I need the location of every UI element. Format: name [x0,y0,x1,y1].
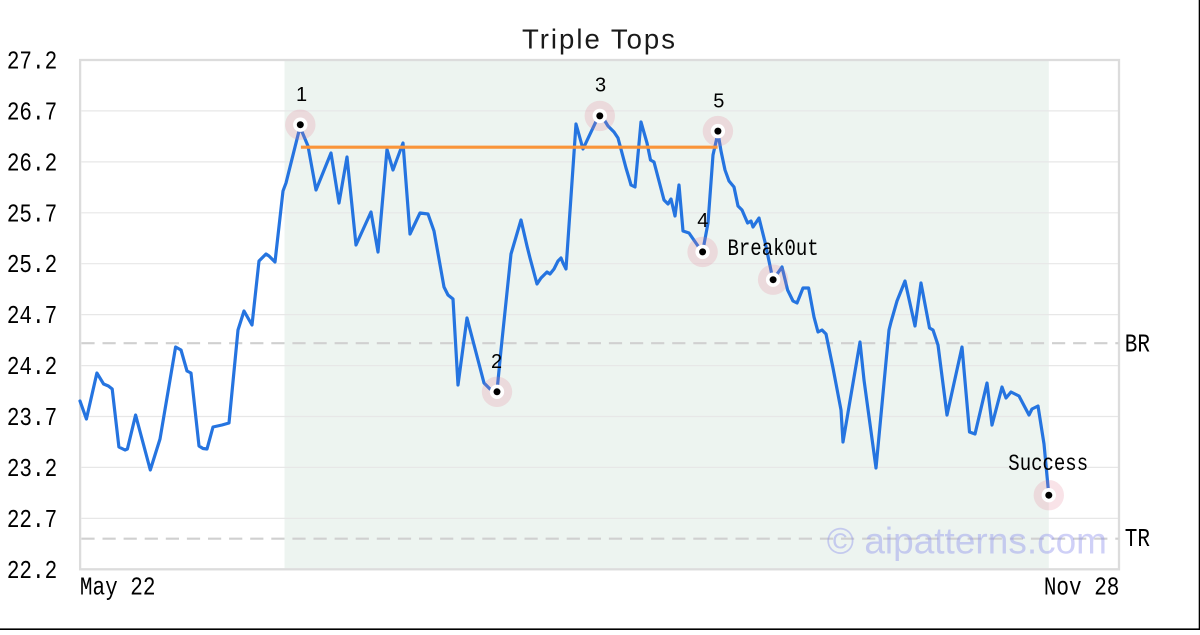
svg-text:22.2: 22.2 [7,558,57,586]
svg-text:4: 4 [697,210,708,232]
svg-text:25.2: 25.2 [7,253,57,281]
svg-text:23.7: 23.7 [7,405,57,433]
svg-text:3: 3 [595,75,606,97]
svg-text:26.2: 26.2 [7,151,57,179]
svg-text:Success: Success [1008,451,1088,477]
svg-text:BR: BR [1125,332,1150,360]
svg-text:2: 2 [491,351,502,373]
svg-text:Nov 28: Nov 28 [1044,575,1120,603]
svg-text:May 22: May 22 [80,575,156,603]
svg-text:Break0ut: Break0ut [728,236,819,262]
svg-text:25.7: 25.7 [7,202,57,230]
svg-text:23.2: 23.2 [7,456,57,484]
svg-text:1: 1 [296,84,307,106]
svg-text:26.7: 26.7 [7,100,57,128]
svg-text:Triple Tops: Triple Tops [522,23,677,54]
svg-text:TR: TR [1125,526,1150,554]
svg-text:22.7: 22.7 [7,507,57,535]
svg-text:© aipatterns.com: © aipatterns.com [827,521,1107,562]
svg-text:24.7: 24.7 [7,303,57,331]
svg-text:5: 5 [713,90,724,112]
svg-text:27.2: 27.2 [7,49,57,77]
svg-text:24.2: 24.2 [7,354,57,382]
